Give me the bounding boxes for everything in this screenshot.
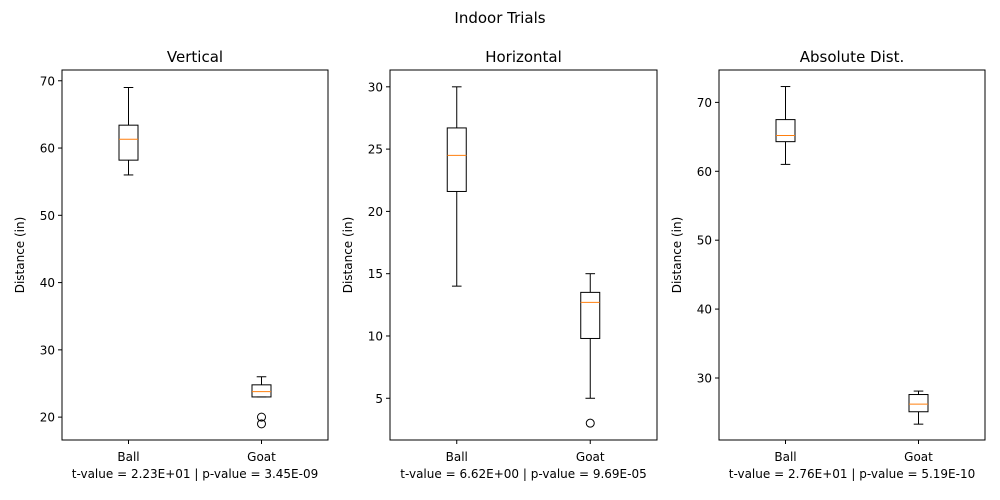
outlier-point bbox=[257, 419, 266, 429]
stats-footer: t-value = 6.62E+00 | p-value = 9.69E-05 bbox=[400, 467, 646, 481]
y-tick-label: 15 bbox=[368, 267, 383, 281]
y-tick-label: 30 bbox=[697, 371, 712, 385]
box-goat bbox=[908, 390, 929, 425]
axes-frame bbox=[389, 69, 658, 441]
y-tick-label: 50 bbox=[40, 209, 55, 223]
y-tick-label: 30 bbox=[40, 343, 55, 357]
box-iqr bbox=[908, 394, 929, 413]
box-ball bbox=[446, 86, 467, 287]
box-iqr bbox=[580, 291, 601, 339]
stats-footer: t-value = 2.23E+01 | p-value = 3.45E-09 bbox=[72, 467, 318, 481]
x-tick-label: Ball bbox=[446, 450, 468, 464]
x-tick-label: Ball bbox=[774, 450, 796, 464]
box-iqr bbox=[775, 119, 796, 143]
y-tick-label: 20 bbox=[40, 411, 55, 425]
box-iqr bbox=[118, 124, 139, 161]
panel-title: Absolute Dist. bbox=[800, 48, 905, 66]
axes-frame bbox=[61, 69, 329, 441]
y-tick-label: 25 bbox=[368, 143, 383, 157]
box-ball bbox=[775, 86, 796, 165]
y-tick-label: 70 bbox=[40, 74, 55, 88]
y-tick-label: 5 bbox=[375, 392, 383, 406]
chart-panel-1: Vertical Distance (in) 20 30 40 50 60 70 Ball Goa… bbox=[13, 48, 329, 481]
figure-title: Indoor Trials bbox=[454, 9, 545, 27]
chart-panel-3: Absolute Dist. Distance (in) 30 40 50 60 70 Bal… bbox=[670, 48, 986, 481]
y-tick-label: 60 bbox=[697, 165, 712, 179]
outlier-point bbox=[585, 418, 595, 428]
y-tick-label: 70 bbox=[697, 96, 712, 110]
chart-panel-2: Horizontal Distance (in) 5 10 15 20 25 30 Ball Go… bbox=[341, 48, 658, 481]
y-axis-label: Distance (in) bbox=[13, 217, 27, 294]
y-tick-label: 40 bbox=[697, 303, 712, 317]
box-goat bbox=[580, 273, 601, 428]
y-tick-label: 50 bbox=[697, 234, 712, 248]
box-goat bbox=[251, 376, 272, 429]
panel-title: Horizontal bbox=[485, 48, 562, 66]
y-axis-label: Distance (in) bbox=[341, 217, 355, 294]
x-tick-label: Ball bbox=[117, 450, 139, 464]
y-axis-label: Distance (in) bbox=[670, 217, 684, 294]
box-iqr bbox=[446, 127, 467, 192]
x-tick-label: Goat bbox=[247, 450, 276, 464]
y-tick-label: 10 bbox=[368, 329, 383, 343]
stats-footer: t-value = 2.76E+01 | p-value = 5.19E-10 bbox=[729, 467, 975, 481]
box-iqr bbox=[251, 384, 272, 398]
y-tick-label: 40 bbox=[40, 276, 55, 290]
x-tick-label: Goat bbox=[904, 450, 933, 464]
y-tick-label: 20 bbox=[368, 205, 383, 219]
outlier-point bbox=[257, 412, 266, 422]
y-tick-label: 60 bbox=[40, 142, 55, 156]
x-tick-label: Goat bbox=[576, 450, 605, 464]
y-tick-label: 30 bbox=[368, 80, 383, 94]
axes-frame bbox=[718, 69, 986, 441]
panel-title: Vertical bbox=[167, 48, 223, 66]
box-ball bbox=[118, 86, 139, 176]
